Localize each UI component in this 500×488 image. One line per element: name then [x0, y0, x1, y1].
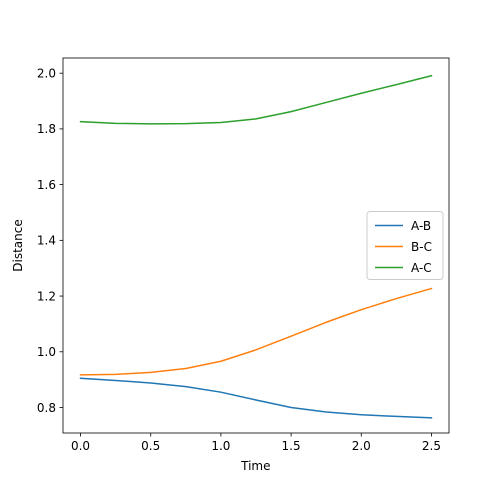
legend: A-B B-C A-C — [366, 211, 444, 280]
x-tick-label: 1.5 — [282, 439, 301, 453]
x-tick-label: 2.0 — [352, 439, 371, 453]
y-tick-label: 1.4 — [37, 234, 56, 248]
axes-spines — [62, 57, 450, 434]
series-lines — [79, 74, 433, 419]
x-axis-label: Time — [240, 459, 270, 473]
axes-frame — [62, 57, 450, 434]
legend-label-a-c: A-C — [411, 261, 432, 275]
y-tick-label: 1.0 — [37, 345, 56, 359]
x-tick-label: 0.0 — [71, 439, 90, 453]
x-tick-label: 1.0 — [211, 439, 230, 453]
legend-label-a-b: A-B — [411, 219, 431, 233]
y-tick-label: 1.8 — [37, 122, 56, 136]
series-line-b-c — [79, 287, 433, 376]
legend-label-b-c: B-C — [411, 240, 432, 254]
axis-ticks: 0.0 0.5 1.0 1.5 2.0 2.5 0.8 1.0 1.2 1.4 1.6 1.8 2.0 — [37, 66, 441, 453]
series-line-a-b — [79, 377, 433, 419]
y-tick-label: 0.8 — [37, 401, 56, 415]
y-tick-label: 1.2 — [37, 289, 56, 303]
x-tick-label: 0.5 — [141, 439, 160, 453]
series-line-a-c — [79, 74, 433, 125]
legend-box — [366, 211, 444, 280]
y-axis-label: Distance — [11, 219, 25, 271]
y-tick-label: 1.6 — [37, 178, 56, 192]
x-tick-label: 2.5 — [422, 439, 441, 453]
y-tick-label: 2.0 — [37, 66, 56, 80]
